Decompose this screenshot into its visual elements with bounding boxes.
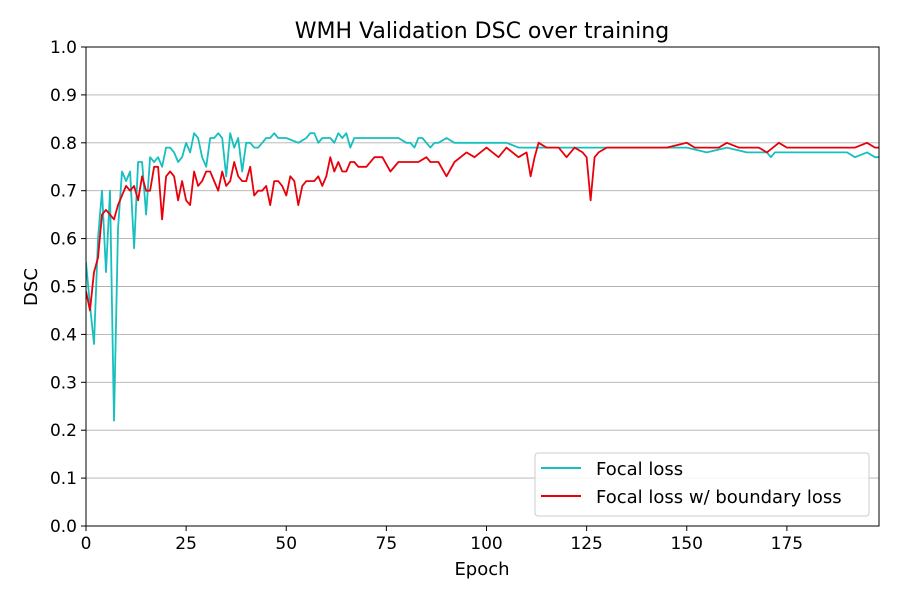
legend-label-boundary-loss: Focal loss w/ boundary loss: [596, 487, 842, 508]
x-tick-label: 50: [275, 534, 297, 554]
chart-title: WMH Validation DSC over training: [295, 19, 669, 44]
series-line-boundary-loss: [86, 141, 879, 312]
x-axis-label: Epoch: [454, 559, 509, 580]
legend-label-focal-loss: Focal loss: [596, 459, 683, 480]
y-tick-label: 0.0: [50, 517, 77, 537]
x-tick-label: 75: [376, 534, 398, 554]
y-tick-label: 0.7: [50, 182, 77, 202]
gridlines: [86, 46, 879, 479]
x-tick-label: 125: [570, 534, 602, 554]
x-tick-label: 25: [175, 534, 197, 554]
y-tick-label: 0.5: [50, 278, 77, 298]
series-lines: [86, 132, 879, 422]
legend-box: [534, 452, 870, 517]
legend: Focal loss Focal loss w/ boundary loss: [534, 452, 870, 517]
x-axis-ticks: 0 25 50 75 100 125 150 175: [81, 526, 803, 554]
y-tick-label: 0.2: [50, 421, 77, 441]
y-tick-label: 0.4: [50, 325, 77, 345]
y-tick-label: 0.9: [50, 86, 77, 106]
x-tick-label: 175: [771, 534, 803, 554]
y-axis-ticks: 0.0 0.1 0.2 0.3 0.4 0.5 0.6 0.7 0.8 0.9 1.0: [50, 38, 86, 537]
x-tick-label: 0: [81, 534, 92, 554]
y-tick-label: 0.8: [50, 134, 77, 154]
y-axis-label: DSC: [21, 268, 42, 306]
y-tick-label: 1.0: [50, 38, 77, 58]
y-tick-label: 0.6: [50, 230, 77, 250]
x-tick-label: 100: [470, 534, 502, 554]
y-tick-label: 0.1: [50, 469, 77, 489]
y-tick-label: 0.3: [50, 373, 77, 393]
x-tick-label: 150: [671, 534, 703, 554]
